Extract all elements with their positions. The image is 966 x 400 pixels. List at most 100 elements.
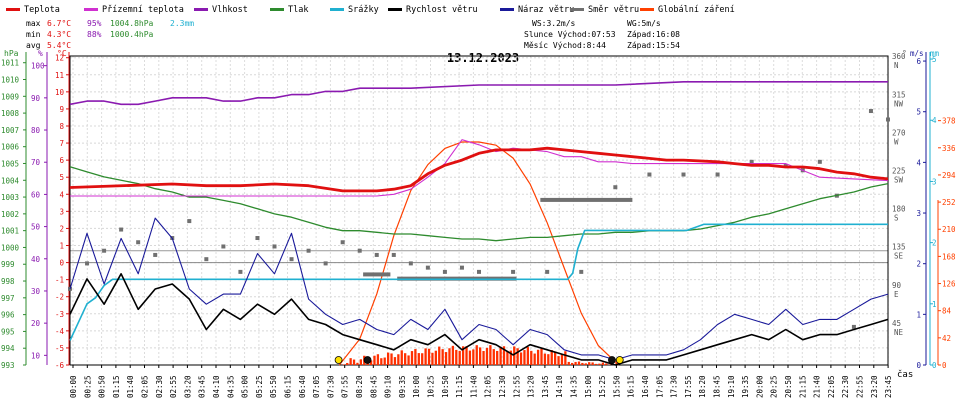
pct-tick-label: 90	[31, 94, 41, 103]
wind-direction-point	[255, 236, 260, 241]
wind-direction-point	[868, 109, 873, 114]
radiation-bar	[588, 362, 591, 365]
info-mesic: Měsíc Východ:8:44	[524, 41, 606, 50]
legend-label: Vlhkost	[212, 5, 248, 15]
wind-direction-point	[817, 159, 822, 164]
series-rychlost-vetru	[69, 273, 889, 366]
mm-tick-label: 5	[932, 55, 937, 64]
wm2-tick-label: 84	[942, 307, 952, 316]
x-tick-label: 03:20	[183, 375, 192, 398]
dir-tick-label: 180	[892, 205, 906, 214]
radiation-bar	[567, 361, 570, 365]
x-tick-label: 02:55	[169, 375, 178, 398]
dir-tick-compass: NE	[894, 328, 904, 337]
x-tick-label: 14:35	[570, 375, 579, 398]
x-tick-label: 07:55	[341, 375, 350, 398]
hpa-tick-label: 1006	[1, 143, 20, 152]
legend-label: Srážky	[348, 5, 379, 15]
wm2-tick-label: 252	[942, 198, 956, 207]
info-block: WS:3.2m/s WG:5m/s Slunce Východ:07:53 Zá…	[524, 19, 680, 50]
legend-swatch	[6, 8, 20, 11]
radiation-bar	[393, 357, 397, 365]
hpa-tick-label: 1011	[1, 59, 19, 68]
series-tlak	[69, 166, 889, 242]
x-tick-label: 23:20	[870, 375, 879, 398]
mm-tick-label: 1	[932, 300, 937, 309]
radiation-bar	[557, 356, 560, 365]
hpa-tick-label: 1001	[1, 227, 19, 236]
radiation-bar	[509, 350, 512, 365]
radiation-bar	[461, 346, 465, 365]
x-tick-label: 17:30	[670, 375, 679, 398]
x-tick-label: 06:15	[284, 375, 293, 398]
pct-tick-label: 70	[31, 158, 41, 167]
hpa-tick-label: 998	[1, 277, 15, 286]
wind-direction-point	[153, 252, 158, 257]
series-naraz-vetru	[69, 217, 889, 361]
radiation-bar	[417, 353, 420, 365]
radiation-bar	[431, 352, 434, 365]
pct-tick-label: 20	[31, 319, 41, 328]
hpa-tick-label: 1003	[1, 193, 19, 202]
dir-tick-label: 360	[892, 52, 906, 61]
x-tick-label: 02:05	[141, 375, 150, 398]
radiation-bar	[482, 351, 485, 365]
x-tick-label: 12:30	[498, 375, 507, 398]
degc-tick-label: 10	[55, 88, 65, 97]
stats-min-temp: 4.3°C	[47, 30, 71, 39]
left-axes: 1011101010091008100710061005100410031002…	[1, 49, 70, 370]
series-srazky	[69, 223, 888, 341]
wind-direction-point	[119, 227, 124, 232]
radiation-bar	[390, 353, 393, 365]
x-tick-label: 16:15	[627, 375, 636, 398]
x-tick-label: 08:20	[355, 375, 364, 398]
sunrise-marker	[334, 356, 343, 364]
x-tick-label: 22:55	[856, 375, 865, 398]
x-tick-label: 07:05	[312, 375, 321, 398]
wind-direction-point	[425, 265, 430, 270]
ms-tick-label: 2	[916, 260, 921, 269]
radiation-bar	[499, 346, 502, 365]
wm2-tick-label: 336	[942, 144, 956, 153]
hpa-tick-label: 1002	[1, 210, 19, 219]
x-tick-label: 10:00	[412, 375, 421, 398]
degc-tick-label: -1	[55, 276, 64, 285]
x-tick-label: 01:15	[112, 375, 121, 398]
x-tick-label: 22:30	[841, 375, 850, 398]
wind-direction-band	[540, 197, 633, 202]
radiation-bar	[553, 351, 557, 365]
x-tick-label: 09:10	[384, 375, 393, 398]
radiation-bar	[564, 351, 567, 365]
wind-direction-point	[647, 172, 652, 177]
pct-tick-label: 100	[31, 62, 45, 71]
radiation-bar	[455, 349, 458, 365]
dir-tick-compass: E	[894, 290, 899, 299]
dir-tick-label: 45	[892, 319, 901, 328]
radiation-bar	[571, 362, 574, 365]
info-wg: WG:5m/s	[627, 19, 661, 28]
dir-tick-label: 90	[892, 281, 902, 290]
wind-direction-point	[886, 117, 890, 122]
degc-tick-label: 11	[55, 71, 64, 80]
radiation-bar	[383, 357, 386, 365]
radiation-bar	[502, 346, 506, 365]
x-tick-label: 05:25	[255, 375, 264, 398]
radiation-bar	[444, 352, 448, 365]
plot-area	[68, 81, 890, 366]
radiation-bar	[346, 362, 349, 365]
wm2-tick-label: 0	[942, 361, 947, 370]
radiation-bar	[438, 346, 441, 365]
radiation-bar	[516, 348, 519, 365]
wind-direction-point	[340, 240, 345, 245]
legend-label: Tlak	[288, 5, 308, 15]
dir-tick-compass: N	[894, 61, 899, 70]
radiation-bar	[547, 354, 550, 365]
stats-max-label: max	[26, 19, 41, 28]
radiation-bar	[475, 345, 478, 365]
radiation-bar	[356, 362, 359, 365]
pct-tick-label: 30	[31, 287, 41, 296]
degc-tick-label: -6	[55, 361, 65, 370]
wind-direction-point	[749, 159, 754, 164]
